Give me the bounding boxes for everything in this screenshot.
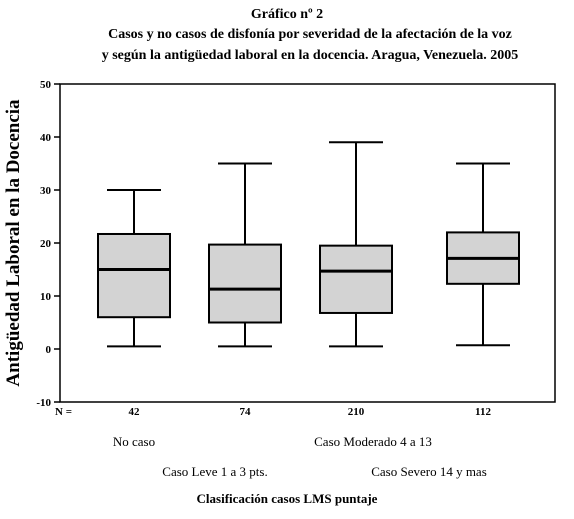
box-2 xyxy=(208,162,282,348)
n-value: 210 xyxy=(348,406,365,418)
n-value: 112 xyxy=(475,406,491,418)
category-label: Caso Leve 1 a 3 pts. xyxy=(162,464,267,479)
boxplot-series xyxy=(97,141,520,348)
n-label: N = xyxy=(55,406,72,418)
n-value: 74 xyxy=(240,406,252,418)
y-axis-label: Antigüedad Laboral en la Docencia xyxy=(3,99,24,387)
chart-subtitle-line-1: Casos y no casos de disfonía por severid… xyxy=(108,27,512,42)
y-tick-label: 40 xyxy=(40,132,52,144)
n-values: 42 74 210 112 xyxy=(129,406,492,418)
y-tick-label: 0 xyxy=(46,344,52,356)
y-tick-label: 30 xyxy=(40,185,52,197)
category-label: Caso Moderado 4 a 13 xyxy=(314,434,432,449)
y-tick-label: 50 xyxy=(40,79,52,91)
n-value: 42 xyxy=(129,406,141,418)
category-label: Caso Severo 14 y mas xyxy=(371,464,487,479)
interquartile-box xyxy=(97,232,171,319)
category-labels: No caso Caso Leve 1 a 3 pts. Caso Moderado… xyxy=(113,434,487,479)
x-axis-label: Clasificación casos LMS puntaje xyxy=(197,491,378,506)
y-tick-label: -10 xyxy=(36,397,51,409)
y-axis: -10 0 10 20 30 40 50 xyxy=(36,79,60,409)
category-label: No caso xyxy=(113,434,155,449)
chart-subtitle-line-2: y según la antigüedad laboral en la doce… xyxy=(102,48,519,63)
box-4 xyxy=(446,162,520,347)
interquartile-box xyxy=(319,244,393,314)
chart-title: Gráfico nº 2 xyxy=(251,7,323,22)
y-tick-label: 10 xyxy=(40,291,52,303)
box-1 xyxy=(97,189,171,348)
box-3 xyxy=(319,141,393,348)
interquartile-box xyxy=(208,243,282,324)
y-tick-label: 20 xyxy=(40,238,52,250)
